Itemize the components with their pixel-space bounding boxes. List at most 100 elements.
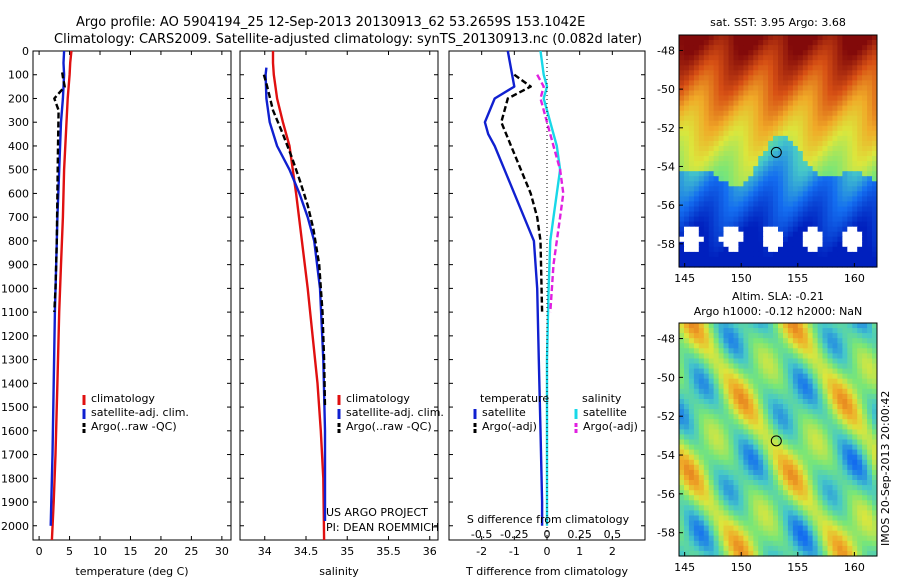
map-cell <box>718 343 725 349</box>
map-cell <box>857 348 863 354</box>
map-cell <box>787 530 794 537</box>
map-cell <box>758 550 764 557</box>
map-cell <box>867 495 873 501</box>
map-cell <box>778 140 784 147</box>
map-cell <box>847 449 853 456</box>
map-cell <box>787 353 794 360</box>
map-cell <box>728 399 734 405</box>
map-cell <box>708 495 715 501</box>
map-cell <box>812 166 819 172</box>
map-cell <box>832 525 838 532</box>
map-cell <box>684 550 690 557</box>
map-cell <box>822 241 828 248</box>
map-cell <box>802 343 809 349</box>
map-cell <box>802 530 809 537</box>
map-cell <box>852 323 858 329</box>
map-cell <box>862 45 868 51</box>
map-cell <box>783 475 789 481</box>
map-cell <box>684 515 690 522</box>
map-cell <box>684 383 690 390</box>
map-cell <box>792 404 799 410</box>
map-cell <box>758 151 764 157</box>
map-cell <box>773 246 779 253</box>
map-cell <box>862 35 868 41</box>
map-cell <box>827 251 833 258</box>
map-cell <box>807 323 814 329</box>
map-cell <box>728 419 734 425</box>
map-cell <box>753 130 759 137</box>
map-cell <box>684 120 690 127</box>
map-cell <box>797 495 804 501</box>
map-cell <box>768 156 774 162</box>
map-cell <box>847 495 853 501</box>
map-cell <box>698 146 705 152</box>
map-cell <box>698 505 705 511</box>
map-cell <box>713 454 720 461</box>
map-cell <box>738 115 744 122</box>
map-cell <box>787 186 794 192</box>
map-cell <box>817 500 824 506</box>
map-cell <box>748 500 754 506</box>
map-cell <box>847 444 853 451</box>
map-cell <box>783 221 789 228</box>
map-cell <box>832 211 838 218</box>
map-cell <box>684 105 690 112</box>
map-cell <box>837 459 843 466</box>
map-cell <box>688 368 695 375</box>
map-cell <box>847 120 853 127</box>
map-cell <box>763 176 769 182</box>
map-cell <box>758 429 764 436</box>
map-cell <box>718 378 725 385</box>
map-cell <box>857 251 863 258</box>
map-cell <box>698 80 705 86</box>
map-cell <box>807 80 814 86</box>
map-cell <box>783 353 789 360</box>
map-cell <box>807 419 814 425</box>
map-cell <box>867 115 873 122</box>
map-cell <box>857 65 863 71</box>
map-cell <box>713 469 720 476</box>
series-line <box>500 73 544 313</box>
map-cell <box>748 510 754 517</box>
map-cell <box>837 429 843 436</box>
map-cell <box>763 449 769 456</box>
map-cell <box>852 125 858 132</box>
map-cell <box>797 490 804 496</box>
map-cell <box>753 399 759 405</box>
map-cell <box>842 323 848 329</box>
map-cell <box>778 323 784 329</box>
map-cell <box>763 520 769 527</box>
map-cell <box>862 475 868 481</box>
map-cell <box>753 343 759 349</box>
map-cell <box>693 80 700 86</box>
map-cell <box>728 439 734 446</box>
map-cell <box>783 464 789 471</box>
map-cell <box>748 383 754 390</box>
map-cell <box>703 383 710 390</box>
map-cell <box>768 146 774 152</box>
map-cell <box>718 520 725 527</box>
map-cell <box>763 140 769 147</box>
map-cell <box>773 540 779 547</box>
map-cell <box>817 161 824 167</box>
map-cell <box>802 424 809 430</box>
map-cell <box>867 125 873 132</box>
map-cell <box>768 40 774 46</box>
map-cell <box>832 388 838 395</box>
map-cell <box>684 90 690 97</box>
map-cell <box>738 399 744 405</box>
map-cell <box>837 363 843 370</box>
map-cell <box>852 333 858 339</box>
map-cell <box>728 480 734 486</box>
map-cell <box>857 510 863 517</box>
map-cell <box>758 140 764 147</box>
map-cell <box>718 211 725 218</box>
map-cell <box>783 90 789 97</box>
map-cell <box>792 464 799 471</box>
map-cell <box>684 434 690 441</box>
map-cell <box>812 328 819 334</box>
map-cell <box>738 50 744 56</box>
map-cell <box>802 404 809 410</box>
x-tick-label: 150 <box>731 272 752 285</box>
map-cell <box>753 146 759 152</box>
